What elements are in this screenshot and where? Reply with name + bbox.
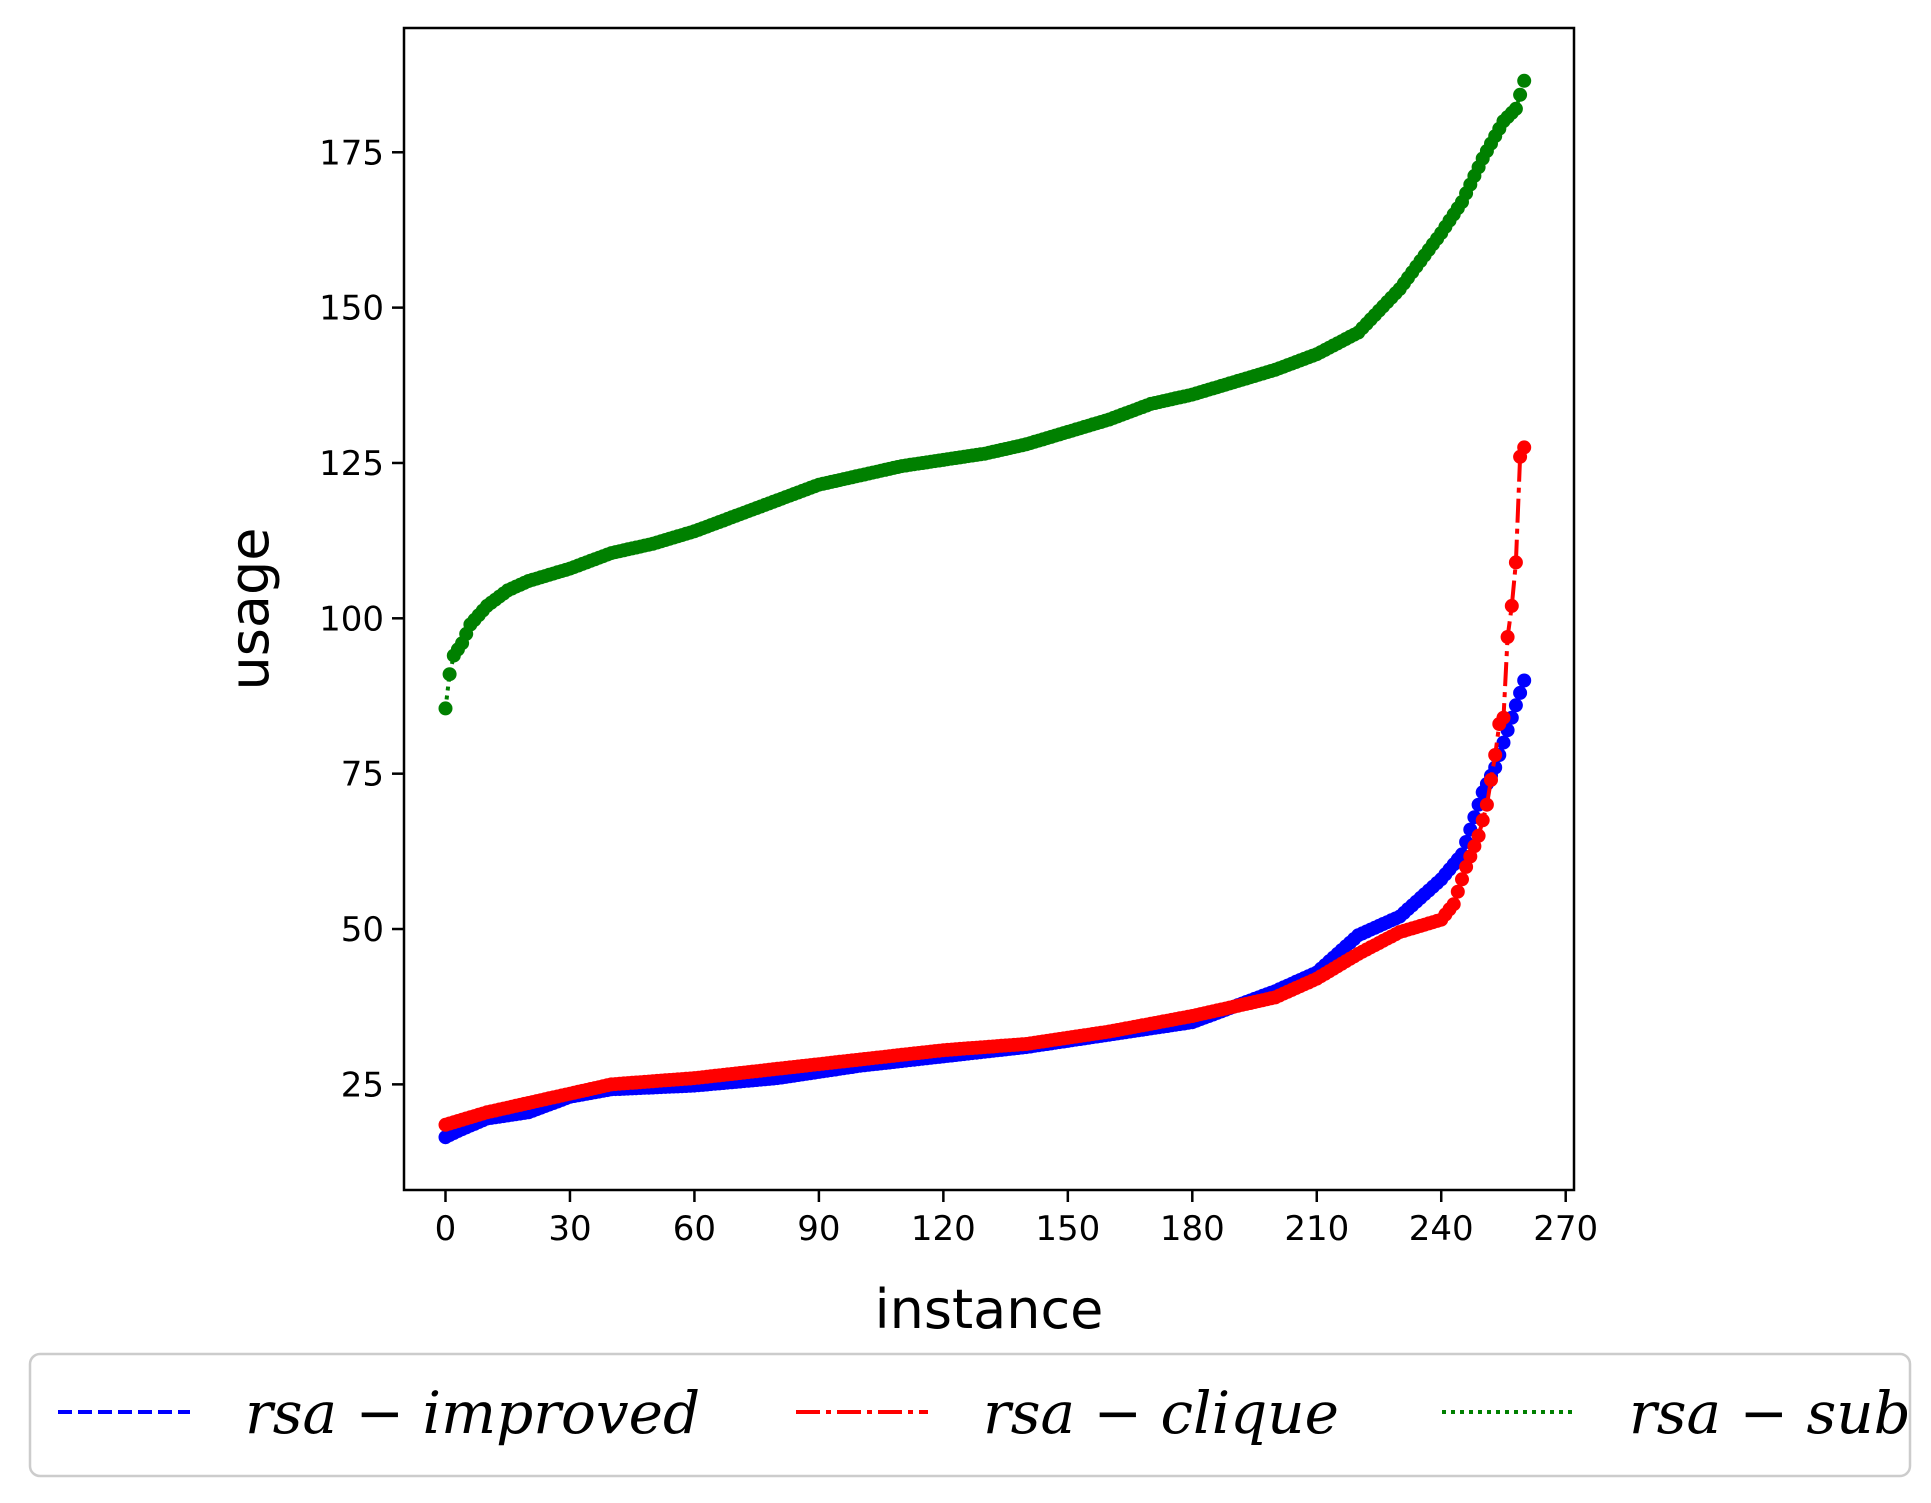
data-point [1500, 630, 1515, 644]
data-point [1446, 897, 1461, 912]
data-point [1517, 440, 1532, 455]
series-1 [438, 440, 1532, 1132]
y-tick-label: 75 [341, 755, 384, 795]
x-tick-label: 210 [1284, 1209, 1349, 1249]
series-line [443, 80, 1527, 709]
series-line [444, 679, 1527, 1139]
y-tick-label: 50 [341, 910, 384, 950]
data-point [1488, 748, 1503, 762]
data-point [442, 667, 457, 682]
y-tick-label: 125 [319, 444, 384, 484]
data-point [1450, 884, 1465, 899]
data-point [1508, 101, 1523, 116]
x-tick-label: 120 [911, 1209, 976, 1249]
legend: rsa − improved rsa − clique rsa − sub [28, 1352, 1912, 1478]
x-tick-label: 60 [673, 1209, 716, 1249]
y-tick-label: 100 [319, 599, 384, 639]
x-axis: 0 30 60 90 120 150 180 210 240 270 [435, 1190, 1598, 1249]
y-tick-label: 25 [341, 1065, 384, 1105]
data-point [1484, 772, 1498, 787]
data-point [1496, 710, 1511, 725]
data-point [1475, 813, 1490, 828]
plot-frame [402, 26, 1576, 1192]
series-2 [438, 73, 1532, 716]
data-point [1479, 797, 1494, 812]
x-tick-label: 150 [1035, 1209, 1100, 1249]
y-axis-label: usage [218, 528, 281, 691]
y-tick-label: 150 [319, 289, 384, 329]
x-tick-label: 0 [435, 1209, 457, 1249]
legend-box [28, 1352, 1912, 1478]
data-point [438, 701, 453, 716]
data-point [1508, 698, 1523, 713]
series-0 [438, 673, 1532, 1145]
x-tick-label: 240 [1409, 1209, 1474, 1249]
data-point [1496, 735, 1511, 750]
plot-content [438, 73, 1532, 1145]
y-tick-label: 175 [319, 133, 384, 173]
data-point [1517, 73, 1532, 88]
data-point [1513, 87, 1528, 102]
x-tick-label: 30 [548, 1209, 591, 1249]
legend-label-clique: rsa − clique [983, 1379, 1339, 1447]
data-point [1504, 598, 1519, 613]
x-tick-label: 90 [797, 1209, 840, 1249]
data-point [1471, 828, 1486, 843]
data-point [1508, 555, 1523, 570]
x-axis-label: instance [875, 1278, 1104, 1341]
data-point [1455, 872, 1469, 887]
y-axis: 25 50 75 100 125 150 175 [319, 133, 404, 1105]
legend-label-improved: rsa − improved [245, 1379, 700, 1447]
data-point [1517, 673, 1532, 688]
legend-label-sub: rsa − sub [1629, 1379, 1911, 1447]
data-point [1513, 685, 1528, 700]
x-tick-label: 180 [1160, 1209, 1225, 1249]
x-tick-label: 270 [1533, 1209, 1598, 1249]
